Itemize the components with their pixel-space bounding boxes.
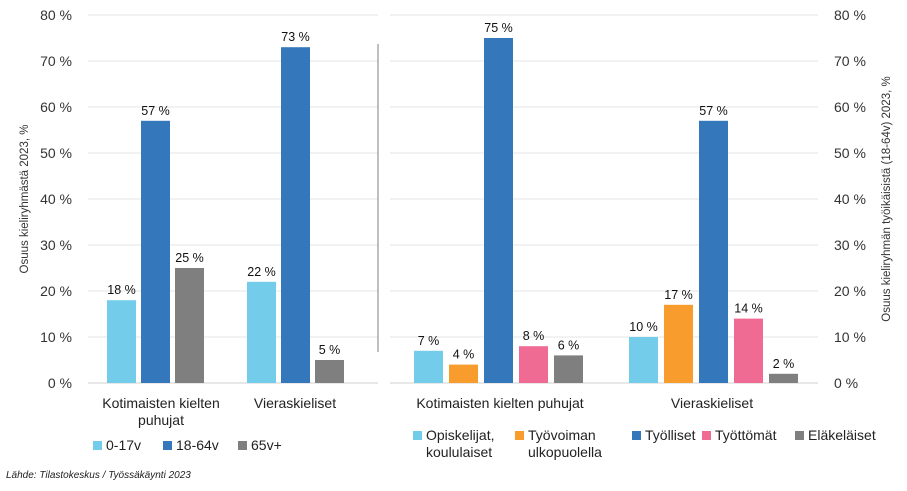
y-tick-label: 10 % [40,329,72,345]
y-tick-label: 30 % [40,237,72,253]
y-tick-label: 0 % [48,375,72,391]
bar [554,355,583,383]
data-label: 8 % [523,329,545,343]
data-label: 57 % [699,104,728,118]
legend-swatch [632,431,641,440]
y-tick-label: 70 % [834,53,866,69]
legend-label: Työvoiman ulkopuolella [528,427,602,460]
data-label: 5 % [319,343,341,357]
bar [769,373,798,383]
data-label: 14 % [734,302,763,316]
data-label: 75 % [484,21,513,35]
bar [484,38,513,383]
legend-swatch [515,431,524,440]
y-tick-label: 80 % [40,7,72,23]
bar [664,304,693,383]
bar [247,281,276,383]
legend-label: 18-64v [176,437,219,453]
category-label: Vieraskieliset [254,395,336,411]
legend-label: Opiskelijat, koululaiset [426,427,494,460]
legend-label: Työttömät [715,427,777,443]
data-label: 6 % [558,338,580,352]
data-label: 25 % [175,251,204,265]
y-tick-label: 30 % [834,237,866,253]
legend-label: 65v+ [251,437,282,453]
legend-label: Työlliset [645,427,696,443]
bar [699,120,728,384]
bar [281,47,310,383]
y-tick-label: 70 % [40,53,72,69]
y-tick-label: 20 % [834,283,866,299]
bar [315,360,344,383]
legend-label: 0-17v [106,437,141,453]
y-tick-label: 80 % [834,7,866,23]
data-label: 7 % [418,334,440,348]
y-axis-label: Osuus kieliryhmän työikäisistä (18-64v) … [881,76,893,321]
legend-label: Eläkeläiset [808,427,876,443]
y-tick-label: 50 % [40,145,72,161]
data-label: 22 % [247,265,276,279]
data-label: 57 % [141,104,170,118]
data-label: 2 % [773,357,795,371]
y-tick-label: 50 % [834,145,866,161]
y-axis-label: Osuus kieliryhmästä 2023, % [19,125,31,274]
legend-swatch [238,441,247,450]
y-tick-label: 20 % [40,283,72,299]
bar [519,346,548,383]
source-note: Lähde: Tilastokeskus / Työssäkäynti 2023 [6,470,191,481]
y-tick-label: 60 % [40,99,72,115]
legend-swatch [795,431,804,440]
legend-swatch [93,441,102,450]
y-tick-label: 60 % [834,99,866,115]
legend-swatch [163,441,172,450]
data-label: 10 % [629,320,658,334]
category-label: Kotimaisten kielten puhujat [102,395,220,428]
category-label: Kotimaisten kielten puhujat [416,395,583,411]
bar [449,364,478,383]
bar [141,120,170,384]
data-label: 73 % [281,30,310,44]
y-tick-label: 0 % [834,375,858,391]
y-tick-label: 10 % [834,329,866,345]
bar [734,318,763,383]
data-label: 18 % [107,283,136,297]
bar [414,350,443,383]
bar [107,300,136,383]
y-tick-label: 40 % [40,191,72,207]
data-label: 17 % [664,288,693,302]
bar [629,337,658,383]
y-tick-label: 40 % [834,191,866,207]
legend-swatch [702,431,711,440]
bar [175,268,204,383]
legend-swatch [413,431,422,440]
category-label: Vieraskieliset [671,395,753,411]
data-label: 4 % [453,348,475,362]
